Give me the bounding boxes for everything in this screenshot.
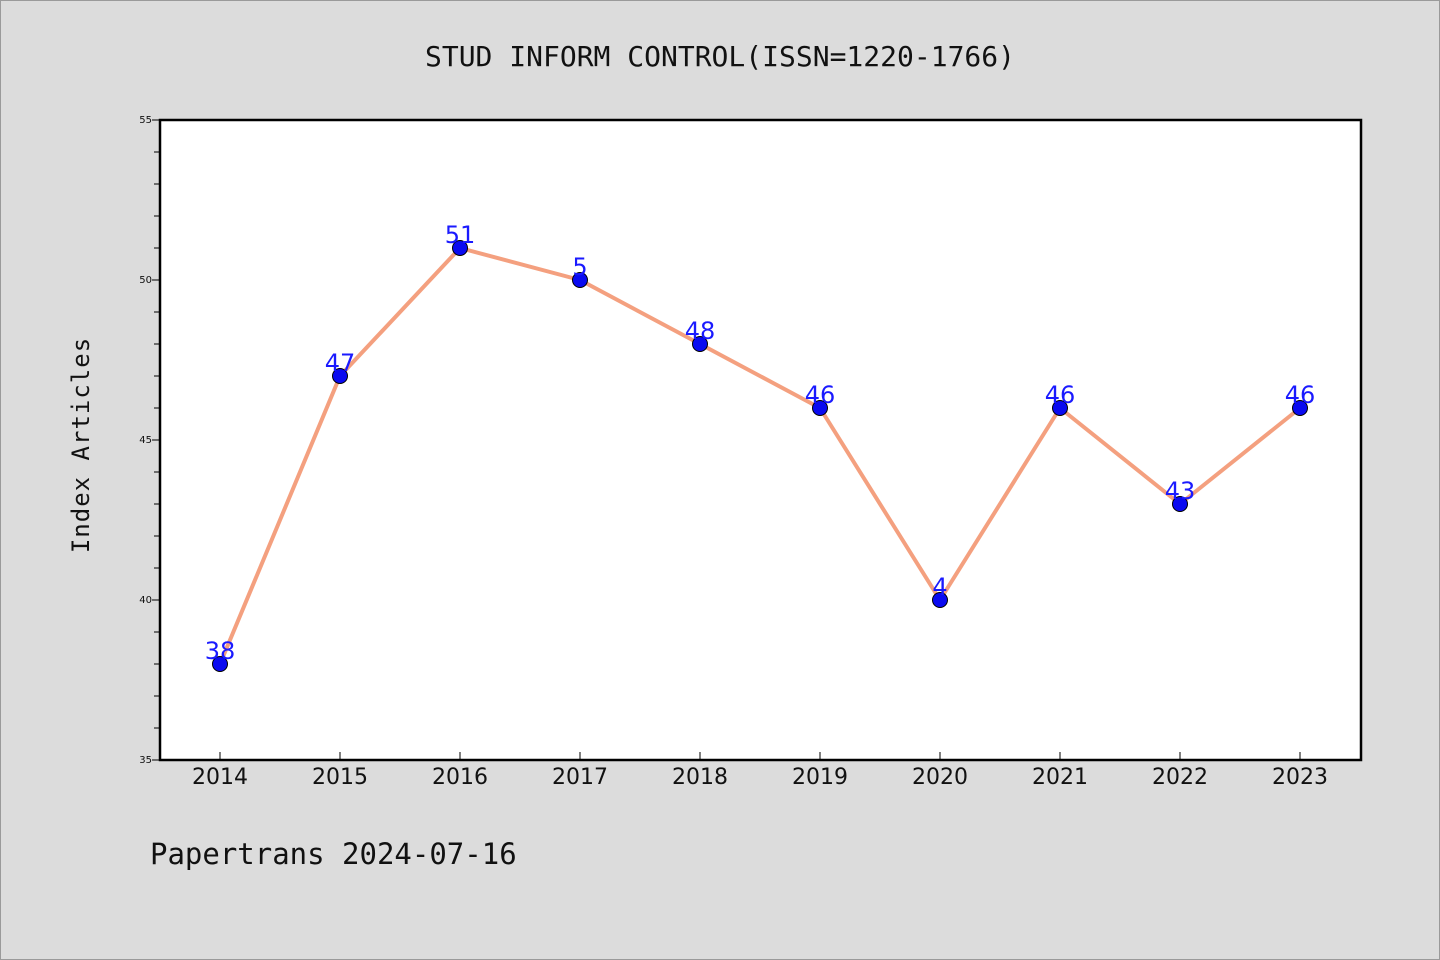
data-label: 47 bbox=[325, 349, 356, 377]
y-axis: 35 40 45 50 55 bbox=[139, 115, 160, 766]
x-tick-label: 2015 bbox=[312, 765, 368, 790]
data-point bbox=[572, 272, 588, 288]
x-tick-label: 2014 bbox=[192, 765, 248, 790]
plot-area bbox=[158, 118, 1363, 762]
data-point bbox=[932, 592, 948, 608]
data-point bbox=[1172, 496, 1188, 512]
x-tick-label: 2016 bbox=[432, 765, 488, 790]
y-tick-label: 55 bbox=[139, 115, 152, 126]
data-label: 4 bbox=[932, 573, 947, 601]
chart-title: STUD INFORM CONTROL(ISSN=1220-1766) bbox=[425, 40, 1015, 73]
data-label: 43 bbox=[1165, 477, 1196, 505]
data-point bbox=[332, 368, 348, 384]
x-axis: 2014 2015 2016 2017 2018 2019 2020 2021 2022 2023 bbox=[192, 752, 1328, 790]
x-tick-label: 2018 bbox=[672, 765, 728, 790]
data-label: 46 bbox=[1045, 381, 1076, 409]
data-label: 5 bbox=[572, 253, 587, 281]
x-tick-label: 2022 bbox=[1152, 765, 1208, 790]
data-point bbox=[692, 336, 708, 352]
y-tick-label: 35 bbox=[139, 755, 152, 766]
data-point bbox=[812, 400, 828, 416]
data-point bbox=[212, 656, 228, 672]
series-line bbox=[218, 246, 1302, 666]
x-tick-label: 2019 bbox=[792, 765, 848, 790]
data-point bbox=[452, 240, 468, 256]
data-label: 48 bbox=[685, 317, 716, 345]
data-point bbox=[1292, 400, 1308, 416]
data-label: 38 bbox=[205, 637, 236, 665]
series-layer: 38 47 51 5 48 46 4 46 43 46 bbox=[205, 221, 1316, 672]
x-tick-label: 2020 bbox=[912, 765, 968, 790]
data-point bbox=[1052, 400, 1068, 416]
data-label: 46 bbox=[805, 381, 836, 409]
x-tick-label: 2021 bbox=[1032, 765, 1088, 790]
x-tick-label: 2023 bbox=[1272, 765, 1328, 790]
y-tick-label: 40 bbox=[139, 595, 152, 606]
y-tick-label: 45 bbox=[139, 435, 152, 446]
y-tick-label: 50 bbox=[139, 275, 152, 286]
footer-text: Papertrans 2024-07-16 bbox=[150, 837, 517, 871]
y-axis-label: Index Articles bbox=[67, 337, 95, 553]
data-label: 51 bbox=[445, 221, 476, 249]
x-tick-label: 2017 bbox=[552, 765, 608, 790]
data-label: 46 bbox=[1285, 381, 1316, 409]
